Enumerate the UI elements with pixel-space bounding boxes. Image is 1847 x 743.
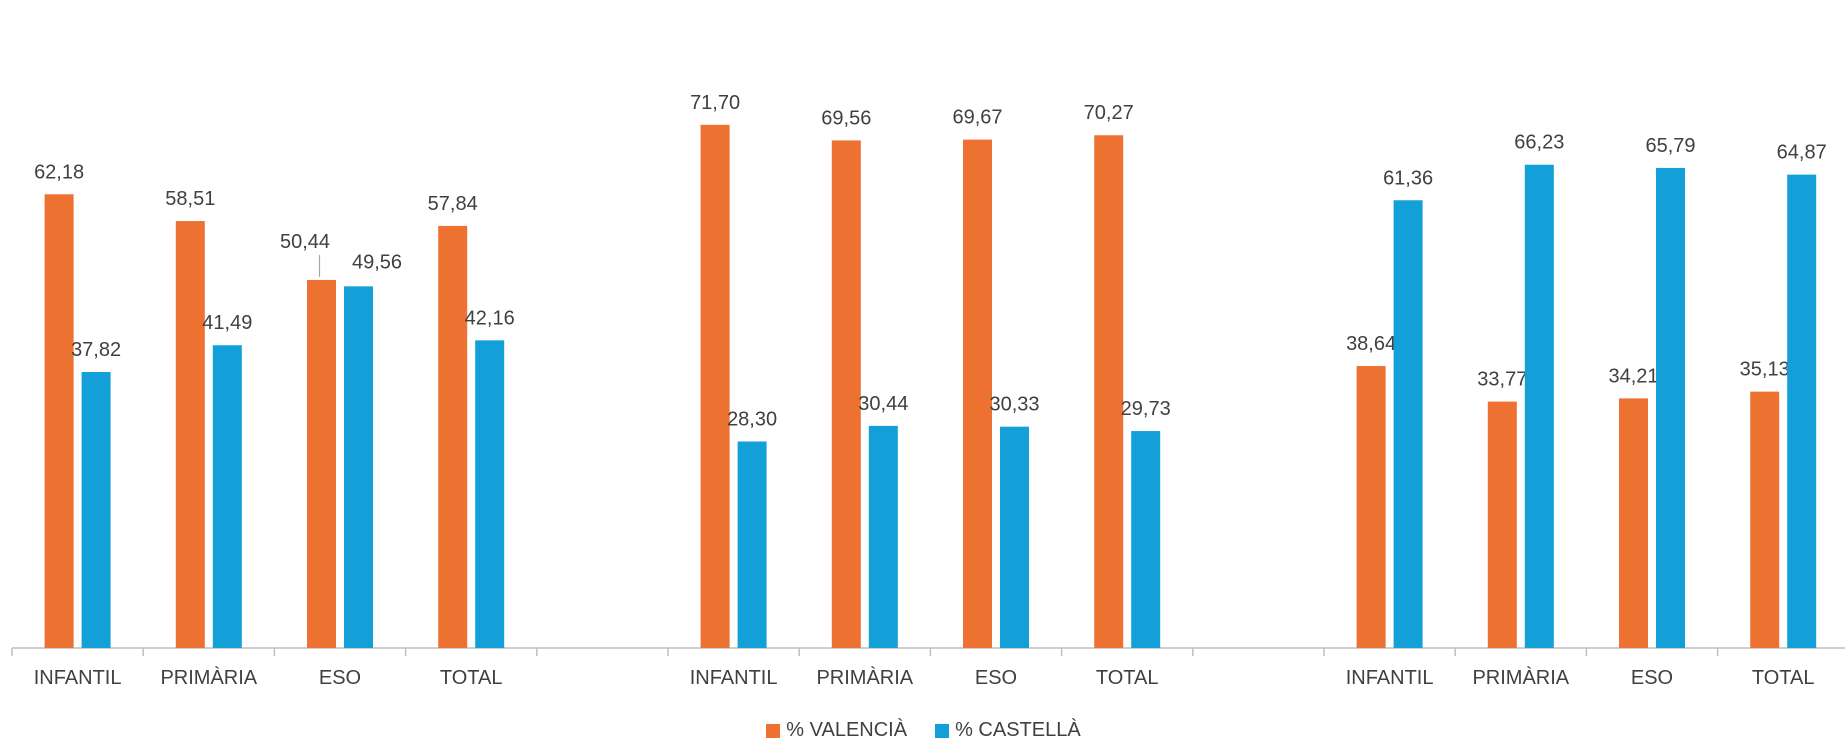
legend-item-castella: % CASTELLÀ — [935, 719, 1081, 742]
bar-castella — [1393, 200, 1423, 648]
data-label: 70,27 — [1084, 102, 1134, 124]
x-tick-label: TOTAL — [440, 667, 503, 689]
data-label: 65,79 — [1645, 135, 1695, 157]
data-label: 34,21 — [1608, 365, 1658, 387]
bar-castella — [1131, 431, 1161, 648]
bar-valencia — [438, 225, 468, 648]
bar-castella — [212, 345, 242, 648]
bar-valencia — [307, 279, 336, 648]
bar-valencia — [963, 139, 992, 648]
bar-castella — [344, 286, 373, 648]
data-label: 66,23 — [1514, 132, 1564, 154]
bar-castella — [1524, 164, 1554, 648]
x-tick-label: ESO — [319, 667, 361, 689]
data-label: 38,64 — [1346, 333, 1396, 355]
x-tick-label: TOTAL — [1752, 667, 1815, 689]
data-label: 69,67 — [952, 107, 1002, 129]
data-label: 57,84 — [428, 193, 478, 215]
bar-valencia — [1487, 401, 1517, 648]
data-label: 42,16 — [465, 307, 515, 329]
legend-item-valencia: % VALENCIÀ — [766, 719, 907, 742]
data-label: 37,82 — [71, 339, 121, 361]
data-label: 71,70 — [690, 92, 740, 114]
x-tick-label: TOTAL — [1096, 667, 1159, 689]
legend-label-castella: % CASTELLÀ — [955, 719, 1081, 741]
legend-swatch-valencia — [766, 723, 781, 738]
bar-valencia — [831, 140, 861, 648]
x-tick-label: PRIMÀRIA — [1472, 666, 1569, 689]
data-label: 61,36 — [1383, 167, 1433, 189]
legend-swatch-castella — [935, 723, 950, 738]
bar-castella — [1656, 167, 1685, 649]
x-tick-label: ESO — [975, 667, 1017, 689]
bar-valencia — [700, 124, 730, 648]
bar-valencia — [1094, 135, 1124, 648]
x-tick-label: INFANTIL — [1346, 667, 1434, 689]
bar-valencia — [1619, 398, 1648, 648]
x-tick-label: PRIMÀRIA — [816, 666, 913, 689]
bar-valencia — [1356, 366, 1386, 648]
data-label: 29,73 — [1121, 398, 1171, 420]
bar-castella — [81, 372, 111, 648]
bar-chart: INFANTIL 62,18 37,82 PRIMÀRIA 58,51 41,49 ESO 5… — [11, 92, 1845, 689]
data-label: 69,56 — [821, 107, 871, 129]
data-label: 50,44 — [280, 231, 330, 253]
bar-valencia — [1750, 391, 1780, 648]
x-tick-label: INFANTIL — [690, 667, 778, 689]
data-label: 33,77 — [1477, 369, 1527, 391]
data-label: 30,33 — [989, 394, 1039, 416]
bar-castella — [475, 340, 505, 648]
bar-valencia — [44, 194, 74, 649]
bar-castella — [1787, 174, 1817, 648]
x-tick-label: PRIMÀRIA — [160, 666, 257, 689]
data-label: 58,51 — [165, 188, 215, 210]
data-label: 30,44 — [858, 393, 908, 415]
bar-castella — [868, 425, 898, 648]
data-label: 49,56 — [352, 251, 402, 273]
legend: % VALENCIÀ % CASTELLÀ — [0, 718, 1847, 743]
bar-castella — [737, 441, 767, 648]
bar-valencia — [175, 221, 205, 648]
bar-castella — [1000, 426, 1029, 648]
data-label: 35,13 — [1740, 359, 1790, 381]
data-label: 64,87 — [1777, 142, 1827, 164]
legend-label-valencia: % VALENCIÀ — [786, 719, 908, 741]
data-label: 41,49 — [202, 312, 252, 334]
x-tick-label: INFANTIL — [34, 667, 122, 689]
data-label: 28,30 — [727, 408, 777, 430]
data-label: 62,18 — [34, 161, 84, 183]
x-tick-label: ESO — [1631, 667, 1673, 689]
